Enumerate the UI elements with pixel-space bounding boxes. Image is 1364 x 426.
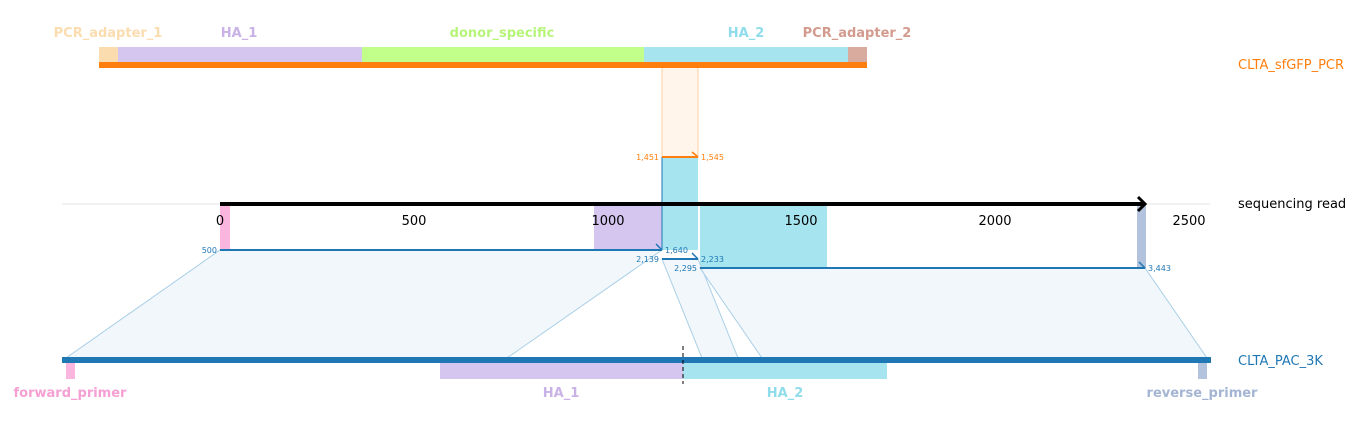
seg2-coord-start: 2,139	[636, 255, 659, 264]
label-pcr-adapter-2: PCR_adapter_2	[803, 26, 912, 41]
pcr-coord-end: 1,545	[701, 153, 724, 162]
pcr-track-bar	[99, 62, 867, 68]
ref-track-bar	[62, 357, 1211, 363]
align-seg2-arrowhead	[691, 252, 699, 260]
track-label-ref: CLTA_PAC_3K	[1238, 354, 1323, 369]
tick-1500: 1500	[784, 214, 817, 229]
tick-1000: 1000	[591, 214, 624, 229]
seg3-coord-start: 2,295	[674, 264, 697, 273]
tick-2000: 2000	[978, 214, 1011, 229]
label-pcr-adapter-1: PCR_adapter_1	[54, 26, 163, 41]
pcr-align-arrowhead	[691, 151, 699, 158]
pcr-coord-start: 1,451	[636, 153, 659, 162]
label-top-ha-1: HA_1	[221, 26, 258, 41]
read-ha2-highlight-b	[700, 205, 827, 268]
label-forward-primer: forward_primer	[14, 386, 128, 401]
pcr-feature-adapter1	[99, 47, 118, 62]
read-alignments	[220, 243, 1146, 269]
seg3-coord-end: 3,443	[1148, 264, 1171, 273]
align-seg1-arrowhead	[655, 243, 663, 251]
ref-feature-ha1	[440, 363, 683, 379]
tick-0: 0	[216, 214, 224, 229]
ref-alignment-poly-1	[64, 249, 664, 359]
ref-feature-ha2	[683, 363, 887, 379]
ref-feature-reverse-primer	[1198, 363, 1207, 379]
ref-alignment-poly-3	[699, 267, 1208, 359]
label-top-ha-2: HA_2	[728, 26, 765, 41]
seg1-coord-start: 500	[202, 246, 217, 255]
read-ha1-highlight	[594, 205, 662, 250]
label-bottom-ha-2: HA_2	[767, 386, 804, 401]
align-seg3-arrowhead	[1138, 261, 1146, 269]
pcr-feature-adapter2	[848, 47, 867, 62]
ref-feature-forward-primer	[66, 363, 75, 379]
seg2-coord-end: 2,233	[701, 255, 724, 264]
read-arrowhead	[1136, 195, 1148, 213]
ref-track	[62, 357, 1211, 379]
pcr-feature-ha2	[644, 47, 848, 62]
read-reverse-primer-highlight	[1137, 205, 1146, 268]
pcr-track	[99, 47, 867, 68]
pcr-feature-ha1	[118, 47, 362, 62]
tick-500: 500	[402, 214, 427, 229]
seg1-coord-end: 1,640	[665, 246, 688, 255]
pcr-alignment-band	[661, 66, 699, 158]
label-bottom-ha-1: HA_1	[543, 386, 580, 401]
label-donor-specific: donor_specific	[450, 26, 555, 41]
pcr-feature-donor	[362, 47, 644, 62]
track-label-read: sequencing read	[1238, 197, 1346, 212]
read-forward-primer-highlight	[220, 205, 230, 250]
read-axis-ticks: 0 500 1000 1500 2000 2500	[216, 214, 1206, 229]
track-label-pcr: CLTA_sfGFP_PCR	[1238, 58, 1344, 73]
tick-2500: 2500	[1172, 214, 1205, 229]
label-reverse-primer: reverse_primer	[1147, 386, 1259, 401]
